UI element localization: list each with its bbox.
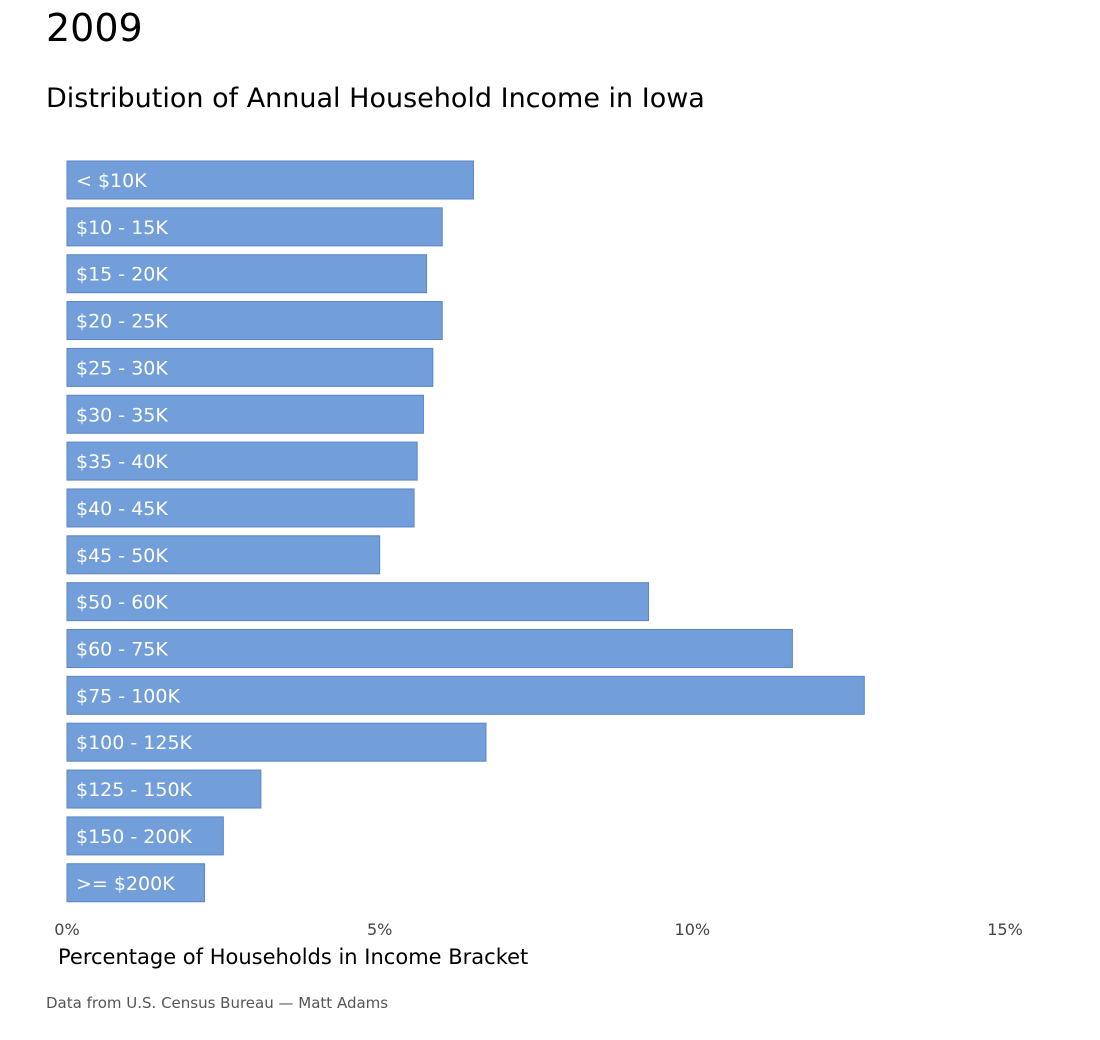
bar <box>66 160 474 200</box>
bar <box>66 207 443 247</box>
bar <box>66 301 443 341</box>
bar-label: $60 - 75K <box>76 639 168 661</box>
source-caption: Data from U.S. Census Bureau — Matt Adam… <box>46 994 389 1012</box>
bar <box>66 675 865 715</box>
bar <box>66 441 418 481</box>
bar <box>66 722 487 762</box>
bar <box>66 347 434 387</box>
bar <box>66 629 793 668</box>
bar-label: $45 - 50K <box>76 545 168 567</box>
x-axis-label: Percentage of Households in Income Brack… <box>58 945 529 969</box>
bar-label: $125 - 150K <box>76 779 193 801</box>
bar-label: $50 - 60K <box>76 592 168 614</box>
bar <box>66 816 224 856</box>
bar-label: < $10K <box>76 170 147 192</box>
bar <box>66 769 262 809</box>
bar <box>66 254 428 294</box>
bar-label: $100 - 125K <box>76 732 193 754</box>
bar-label: $75 - 100K <box>76 685 180 707</box>
x-tick-label: 10% <box>675 920 711 939</box>
x-axis-ticks: 0% 5% 10% 15% <box>54 920 1022 939</box>
chart-year: 2009 <box>46 6 143 50</box>
bar-label: >= $200K <box>76 873 175 895</box>
chart-title: Distribution of Annual Household Income … <box>46 83 705 114</box>
bar <box>66 582 650 622</box>
bar-label: $25 - 30K <box>76 357 168 379</box>
bars-group: < $10K $10 - 15K $15 - 20K $20 - 25K $25 - 3… <box>66 160 865 903</box>
bar-label: $20 - 25K <box>76 311 168 333</box>
bar <box>66 535 381 575</box>
x-tick-label: 5% <box>367 920 392 939</box>
x-tick-label: 0% <box>54 920 79 939</box>
bar <box>66 394 424 434</box>
bar-label: $35 - 40K <box>76 451 168 473</box>
bar-label: $10 - 15K <box>76 217 168 239</box>
bar-label: $150 - 200K <box>76 826 193 848</box>
bar <box>66 863 206 903</box>
bar-label: $40 - 45K <box>76 498 168 520</box>
x-tick-label: 15% <box>987 920 1023 939</box>
bar-label: $15 - 20K <box>76 264 168 286</box>
bar <box>66 488 415 528</box>
bar-label: $30 - 35K <box>76 404 168 426</box>
